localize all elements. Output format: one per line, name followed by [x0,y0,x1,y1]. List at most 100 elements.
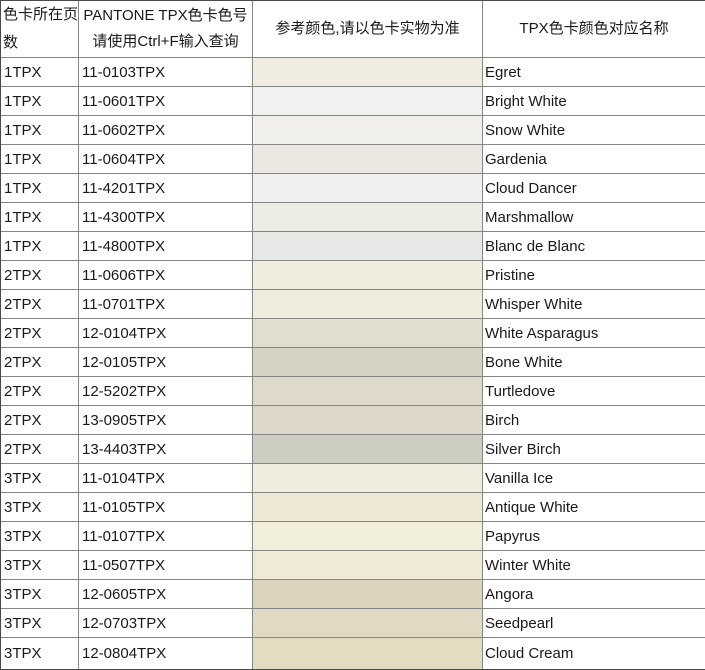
page-cell: 3TPX [0,637,79,670]
code-cell: 12-0605TPX [78,579,253,609]
page-cell: 1TPX [0,57,79,87]
code-cell: 11-0107TPX [78,521,253,551]
name-cell: Whisper White [482,289,705,319]
page-cell: 3TPX [0,579,79,609]
code-cell: 11-0701TPX [78,289,253,319]
header-code-line2: 请使用Ctrl+F输入查询 [92,33,239,50]
color-swatch-cell [252,318,483,348]
code-cell: 12-0804TPX [78,637,253,670]
color-swatch-cell [252,521,483,551]
color-swatch-cell [252,86,483,116]
page-cell: 1TPX [0,144,79,174]
code-cell: 12-0105TPX [78,347,253,377]
color-swatch-cell [252,376,483,406]
header-page-column: 色卡所在页数 [0,0,79,58]
color-swatch-cell [252,231,483,261]
code-cell: 11-4800TPX [78,231,253,261]
code-cell: 12-5202TPX [78,376,253,406]
table-row: 1TPX 11-0601TPX Bright White [0,86,705,116]
code-cell: 11-0604TPX [78,144,253,174]
name-cell: Silver Birch [482,434,705,464]
table-row: 1TPX 11-0103TPX Egret [0,57,705,87]
name-cell: Pristine [482,260,705,290]
page-cell: 3TPX [0,608,79,638]
header-code-column: PANTONE TPX色卡色号 请使用Ctrl+F输入查询 [78,0,253,58]
header-swatch-column: 参考颜色,请以色卡实物为准 [252,0,483,58]
code-cell: 11-0103TPX [78,57,253,87]
table-row: 2TPX 12-5202TPX Turtledove [0,376,705,406]
header-page-line1: 色卡所在页 [3,6,79,23]
page-cell: 1TPX [0,86,79,116]
color-swatch-cell [252,144,483,174]
name-cell: Gardenia [482,144,705,174]
color-swatch-cell [252,463,483,493]
name-cell: Birch [482,405,705,435]
code-cell: 11-0507TPX [78,550,253,580]
table-row: 1TPX 11-0604TPX Gardenia [0,144,705,174]
page-cell: 3TPX [0,463,79,493]
table-row: 3TPX 11-0107TPX Papyrus [0,521,705,551]
page-cell: 2TPX [0,289,79,319]
color-swatch-cell [252,434,483,464]
name-cell: Snow White [482,115,705,145]
color-swatch-cell [252,637,483,670]
code-cell: 13-4403TPX [78,434,253,464]
name-cell: Cloud Dancer [482,173,705,203]
color-swatch-cell [252,550,483,580]
page-cell: 1TPX [0,173,79,203]
name-cell: Seedpearl [482,608,705,638]
table-row: 2TPX 13-4403TPX Silver Birch [0,434,705,464]
table-row: 2TPX 12-0105TPX Bone White [0,347,705,377]
name-cell: Bright White [482,86,705,116]
code-cell: 11-0606TPX [78,260,253,290]
code-cell: 13-0905TPX [78,405,253,435]
code-cell: 11-0104TPX [78,463,253,493]
color-swatch-cell [252,115,483,145]
code-cell: 11-0602TPX [78,115,253,145]
name-cell: Winter White [482,550,705,580]
code-cell: 11-0105TPX [78,492,253,522]
page-cell: 2TPX [0,260,79,290]
page-cell: 1TPX [0,115,79,145]
page-cell: 2TPX [0,434,79,464]
table-row: 3TPX 11-0104TPX Vanilla Ice [0,463,705,493]
name-cell: Egret [482,57,705,87]
table-row: 1TPX 11-4201TPX Cloud Dancer [0,173,705,203]
name-cell: Vanilla Ice [482,463,705,493]
page-cell: 2TPX [0,376,79,406]
color-swatch-cell [252,405,483,435]
name-cell: White Asparagus [482,318,705,348]
table-row: 2TPX 12-0104TPX White Asparagus [0,318,705,348]
table-row: 2TPX 11-0606TPX Pristine [0,260,705,290]
page-cell: 1TPX [0,202,79,232]
name-cell: Turtledove [482,376,705,406]
table-row: 3TPX 12-0605TPX Angora [0,579,705,609]
header-row: 色卡所在页数 PANTONE TPX色卡色号 请使用Ctrl+F输入查询 参考颜色… [0,0,705,58]
name-cell: Antique White [482,492,705,522]
color-swatch-cell [252,260,483,290]
color-swatch-cell [252,173,483,203]
color-swatch-cell [252,579,483,609]
page-cell: 3TPX [0,550,79,580]
table-row: 3TPX 11-0507TPX Winter White [0,550,705,580]
page-cell: 2TPX [0,405,79,435]
header-name-column: TPX色卡颜色对应名称 [482,0,705,58]
color-swatch-cell [252,289,483,319]
code-cell: 11-4201TPX [78,173,253,203]
code-cell: 11-4300TPX [78,202,253,232]
page-cell: 2TPX [0,318,79,348]
code-cell: 12-0104TPX [78,318,253,348]
table-row: 1TPX 11-4300TPX Marshmallow [0,202,705,232]
color-swatch-cell [252,57,483,87]
name-cell: Blanc de Blanc [482,231,705,261]
name-cell: Marshmallow [482,202,705,232]
table-row: 3TPX 11-0105TPX Antique White [0,492,705,522]
table-row: 2TPX 11-0701TPX Whisper White [0,289,705,319]
color-swatch-cell [252,347,483,377]
name-cell: Angora [482,579,705,609]
header-code-line1: PANTONE TPX色卡色号 [83,7,248,24]
color-swatch-cell [252,492,483,522]
page-cell: 3TPX [0,492,79,522]
table-row: 2TPX 13-0905TPX Birch [0,405,705,435]
